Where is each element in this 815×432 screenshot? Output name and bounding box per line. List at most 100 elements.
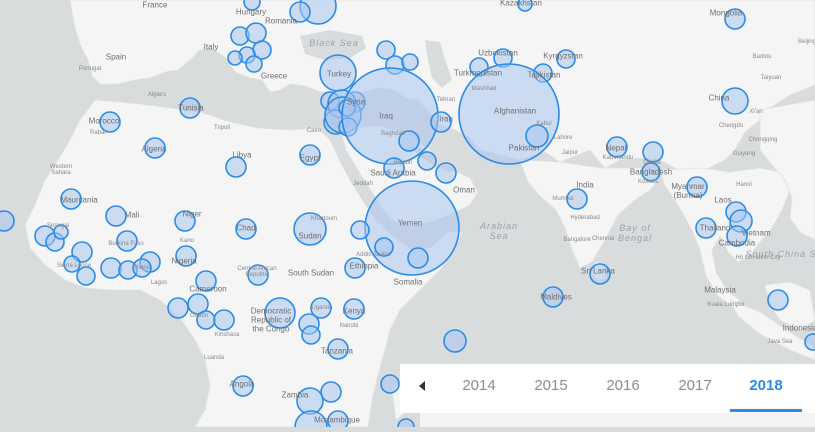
- year-2018[interactable]: 2018: [749, 377, 783, 394]
- incident-bubble[interactable]: [804, 333, 815, 351]
- country-label: Syria: [346, 97, 366, 107]
- incident-bubble[interactable]: [264, 297, 296, 329]
- incident-bubble[interactable]: [76, 266, 96, 286]
- city-label: Dhaka: [643, 160, 661, 166]
- incident-bubble[interactable]: [213, 309, 235, 331]
- incident-bubble[interactable]: [525, 124, 549, 148]
- city-label: Algiers: [147, 92, 167, 98]
- incident-bubble[interactable]: [132, 258, 152, 278]
- incident-bubble[interactable]: [641, 162, 661, 182]
- incident-bubble[interactable]: [398, 130, 420, 152]
- incident-bubble[interactable]: [60, 188, 82, 210]
- country-label: Kyrgyzstan: [543, 51, 583, 61]
- incident-bubble[interactable]: [642, 141, 664, 163]
- country-label: India: [576, 180, 594, 190]
- incident-bubble[interactable]: [344, 257, 366, 279]
- incident-bubble[interactable]: [0, 210, 15, 232]
- year-2014[interactable]: 2014: [462, 377, 496, 394]
- incident-bubble[interactable]: [99, 111, 121, 133]
- incident-bubble[interactable]: [350, 220, 370, 240]
- incident-bubble[interactable]: [293, 212, 327, 246]
- incident-bubble[interactable]: [235, 218, 257, 240]
- incident-bubble[interactable]: [417, 151, 437, 171]
- incident-bubble[interactable]: [443, 329, 467, 353]
- incident-bubble[interactable]: [380, 374, 400, 394]
- incident-bubble[interactable]: [310, 297, 332, 319]
- country-label: Greece: [260, 71, 288, 81]
- incident-bubble[interactable]: [179, 97, 201, 119]
- year-timeline: 2014 2015 2016 2017 2018: [400, 364, 815, 413]
- incident-bubble[interactable]: [247, 264, 269, 286]
- incident-bubble[interactable]: [289, 1, 311, 23]
- incident-bubble[interactable]: [721, 87, 749, 115]
- country-label: Thailand: [699, 223, 731, 233]
- incident-bubble[interactable]: [299, 144, 321, 166]
- incident-bubble[interactable]: [407, 247, 429, 269]
- country-label: Turkmenistan: [453, 68, 503, 78]
- incident-bubble[interactable]: [376, 40, 396, 60]
- country-label: Libya: [232, 150, 252, 160]
- incident-bubble[interactable]: [556, 49, 576, 69]
- incident-bubble[interactable]: [227, 50, 243, 66]
- country-label: Somalia: [393, 277, 423, 287]
- incident-bubble[interactable]: [174, 210, 196, 232]
- city-label: Hyderabad: [570, 215, 600, 221]
- incident-bubble[interactable]: [517, 0, 533, 12]
- mediterranean-sea: [95, 70, 330, 124]
- incident-bubble[interactable]: [430, 111, 452, 133]
- incident-bubble[interactable]: [686, 176, 708, 198]
- incident-bubble[interactable]: [187, 293, 209, 315]
- city-label: Kathmandu: [602, 155, 634, 161]
- active-year-underline: [730, 409, 802, 412]
- incident-bubble[interactable]: [301, 325, 321, 345]
- country-label: Maldives: [540, 292, 572, 302]
- city-label: Burkina Faso: [108, 241, 144, 247]
- incident-bubble[interactable]: [245, 22, 267, 44]
- incident-bubble[interactable]: [589, 263, 611, 285]
- country-label: Democratic Republic of the Congo: [250, 306, 292, 334]
- incident-bubble[interactable]: [175, 245, 197, 267]
- sea-label: Black Sea: [309, 38, 359, 48]
- incident-bubble[interactable]: [116, 230, 138, 252]
- incident-bubble[interactable]: [144, 137, 166, 159]
- city-label: Ghana: [131, 265, 151, 271]
- incident-bubble[interactable]: [245, 55, 263, 73]
- incident-bubble[interactable]: [542, 286, 564, 308]
- land-india: [519, 159, 661, 269]
- incident-bubble[interactable]: [53, 224, 69, 240]
- incident-bubble[interactable]: [695, 217, 717, 239]
- incident-bubble[interactable]: [383, 157, 405, 179]
- incident-bubble[interactable]: [105, 205, 127, 227]
- country-label: Egypt: [299, 153, 321, 163]
- incident-bubble[interactable]: [63, 255, 81, 273]
- city-label: Senegal: [46, 223, 70, 229]
- incident-bubble[interactable]: [100, 257, 122, 279]
- incident-bubble[interactable]: [167, 297, 189, 319]
- year-2017[interactable]: 2017: [678, 377, 712, 394]
- previous-arrow-icon[interactable]: [416, 378, 430, 394]
- incident-bubble[interactable]: [726, 225, 748, 247]
- incident-bubble[interactable]: [327, 338, 349, 360]
- incident-bubble[interactable]: [401, 53, 419, 71]
- incident-bubble[interactable]: [343, 298, 365, 320]
- incident-bubble[interactable]: [374, 237, 394, 257]
- city-label: Khartoum: [310, 216, 338, 222]
- incident-bubble[interactable]: [225, 156, 247, 178]
- incident-bubble[interactable]: [724, 8, 746, 30]
- incident-bubble[interactable]: [243, 0, 261, 11]
- incident-bubble[interactable]: [606, 136, 628, 158]
- incident-bubble[interactable]: [566, 188, 588, 210]
- year-2015[interactable]: 2015: [534, 377, 568, 394]
- country-label: Oman: [453, 185, 475, 195]
- year-2016[interactable]: 2016: [606, 377, 640, 394]
- incident-bubble[interactable]: [767, 289, 789, 311]
- incident-bubble[interactable]: [320, 381, 342, 403]
- sea-label: South China Sea: [745, 249, 815, 259]
- incident-bubble[interactable]: [232, 375, 254, 397]
- country-label: Zambia: [281, 390, 309, 400]
- incident-bubble[interactable]: [435, 162, 457, 184]
- incident-bubble[interactable]: [195, 270, 217, 292]
- city-label: Addis Ababa: [356, 252, 390, 258]
- country-label: Malaysia: [704, 285, 736, 295]
